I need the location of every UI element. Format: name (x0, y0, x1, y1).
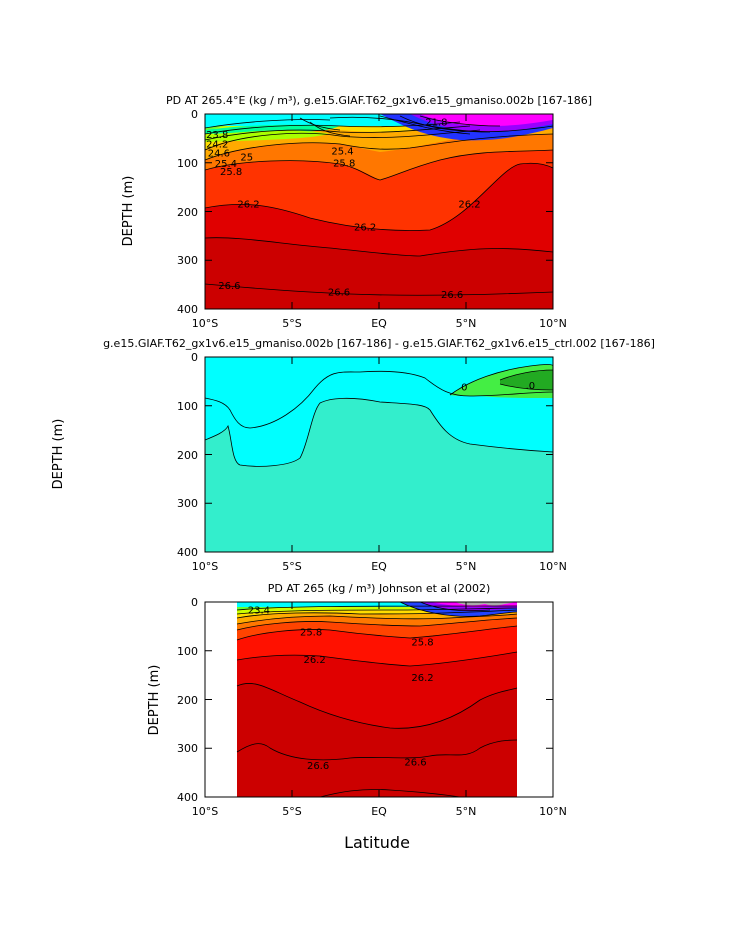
contour-label: 24.6 (208, 149, 230, 160)
p1-xtick-EQ: EQ (371, 317, 387, 330)
p2-xtick-5N: 5°N (456, 560, 477, 573)
p2-ytick-100: 100 (177, 400, 198, 413)
p1-xtick-10N: 10°N (539, 317, 567, 330)
p1-ytick-400: 400 (177, 303, 198, 316)
panel-1-title: PD AT 265.4°E (kg / m³), g.e15.GIAF.T62_… (166, 94, 592, 107)
contour-label: 21.8 (425, 117, 447, 128)
panel-1: 23.824.224.6 2525.425.825.825.421.826.226… (121, 94, 592, 330)
contour-label: 26.2 (458, 200, 480, 211)
p2-y-ticks (205, 356, 553, 553)
p1-y-ticks (205, 113, 553, 310)
panel-1-fill (205, 114, 553, 309)
p2-ytick-0: 0 (191, 351, 198, 364)
p2-xtick-10N: 10°N (539, 560, 567, 573)
p2-x-ticks (204, 357, 554, 552)
p2-ylabel: DEPTH (m) (51, 419, 66, 490)
p3-y-ticks (205, 601, 553, 798)
contour-label: 26.2 (354, 223, 376, 234)
contour-label: 23.8 (206, 130, 228, 141)
p3-ylabel: DEPTH (m) (147, 665, 162, 736)
contour-label: 25.8 (220, 167, 242, 178)
p3-band-gray (455, 602, 517, 606)
p1-xtick-5S: 5°S (282, 317, 301, 330)
contour-label: 25.8 (333, 158, 355, 169)
p1-band-green (205, 124, 340, 134)
contour-label: 25.8 (300, 628, 322, 639)
p3-contour-lines (236, 602, 518, 797)
panel-2-fill (205, 357, 553, 552)
contour-label: 24.2 (206, 140, 228, 151)
p1-ytick-0: 0 (191, 108, 198, 121)
p2-ytick-400: 400 (177, 546, 198, 559)
p1-ytick-200: 200 (177, 206, 198, 219)
p2-xtick-10S: 10°S (192, 560, 218, 573)
contour-label: 26.6 (441, 290, 463, 301)
panel-2-title: g.e15.GIAF.T62_gx1v6.e15_gmaniso.002b [1… (103, 337, 655, 350)
p3-xtick-10N: 10°N (539, 805, 567, 818)
p2-ytick-200: 200 (177, 449, 198, 462)
p2-ytick-300: 300 (177, 497, 198, 510)
p1-contour-labels: 23.824.224.6 2525.425.825.825.421.826.226… (206, 117, 481, 301)
p1-ylabel: DEPTH (m) (121, 176, 136, 247)
contour-label: 26.6 (307, 761, 329, 772)
contour-label: .0 (526, 381, 536, 392)
contour-label: 25.4 (215, 159, 237, 170)
contour-label: 26.2 (237, 200, 259, 211)
p3-xtick-5S: 5°S (282, 805, 301, 818)
p2-contour-lines (205, 364, 553, 467)
p3-contour-labels: 23.4 25.8 26.2 26.2 25.8 26.6 26.6 (248, 605, 434, 772)
p3-xtick-10S: 10°S (192, 805, 218, 818)
contour-label: 25 (240, 152, 253, 163)
p1-xtick-5N: 5°N (456, 317, 477, 330)
p3-data-region (236, 602, 518, 797)
contour-label: 26.2 (303, 655, 325, 666)
p2-band-dark (500, 370, 553, 390)
p3-ytick-400: 400 (177, 791, 198, 804)
p3-ytick-100: 100 (177, 645, 198, 658)
contour-label: 25.4 (331, 147, 353, 158)
p2-band-light (205, 357, 553, 428)
p1-xtick-10S: 10°S (192, 317, 218, 330)
p2-band-light-lower (205, 371, 553, 467)
p3-ytick-300: 300 (177, 742, 198, 755)
panel-3: 23.4 25.8 26.2 26.2 25.8 26.6 26.6 PD AT 265 (… (147, 582, 567, 852)
p3-ytick-0: 0 (191, 596, 198, 609)
panel-2: 0.0 g.e15.GIAF.T62_gx1v6.e15_gmaniso.002… (51, 337, 655, 573)
contour-label: 0 (461, 383, 467, 394)
p3-xlabel: Latitude (344, 833, 410, 852)
panel-3-title: PD AT 265 (kg / m³) Johnson et al (2002) (268, 582, 491, 595)
p3-x-ticks (204, 602, 554, 797)
p3-ytick-200: 200 (177, 694, 198, 707)
contour-label: 23.4 (248, 605, 270, 616)
p2-xtick-5S: 5°S (282, 560, 301, 573)
p3-xtick-EQ: EQ (371, 805, 387, 818)
p1-ytick-100: 100 (177, 157, 198, 170)
p3-xtick-5N: 5°N (456, 805, 477, 818)
contour-label: 26.6 (328, 287, 350, 298)
p1-ytick-300: 300 (177, 254, 198, 267)
contour-label: 26.2 (411, 673, 433, 684)
p3-band-surface (237, 602, 517, 607)
p1-x-ticks (204, 114, 554, 309)
contour-label: 26.6 (404, 757, 426, 768)
p1-contour-lines (205, 115, 553, 296)
contour-label: 26.6 (218, 281, 240, 292)
p2-contour-labels: 0.0 (461, 381, 535, 394)
contour-label: 25.8 (411, 638, 433, 649)
p2-xtick-EQ: EQ (371, 560, 387, 573)
panel-3-fill (236, 602, 518, 797)
